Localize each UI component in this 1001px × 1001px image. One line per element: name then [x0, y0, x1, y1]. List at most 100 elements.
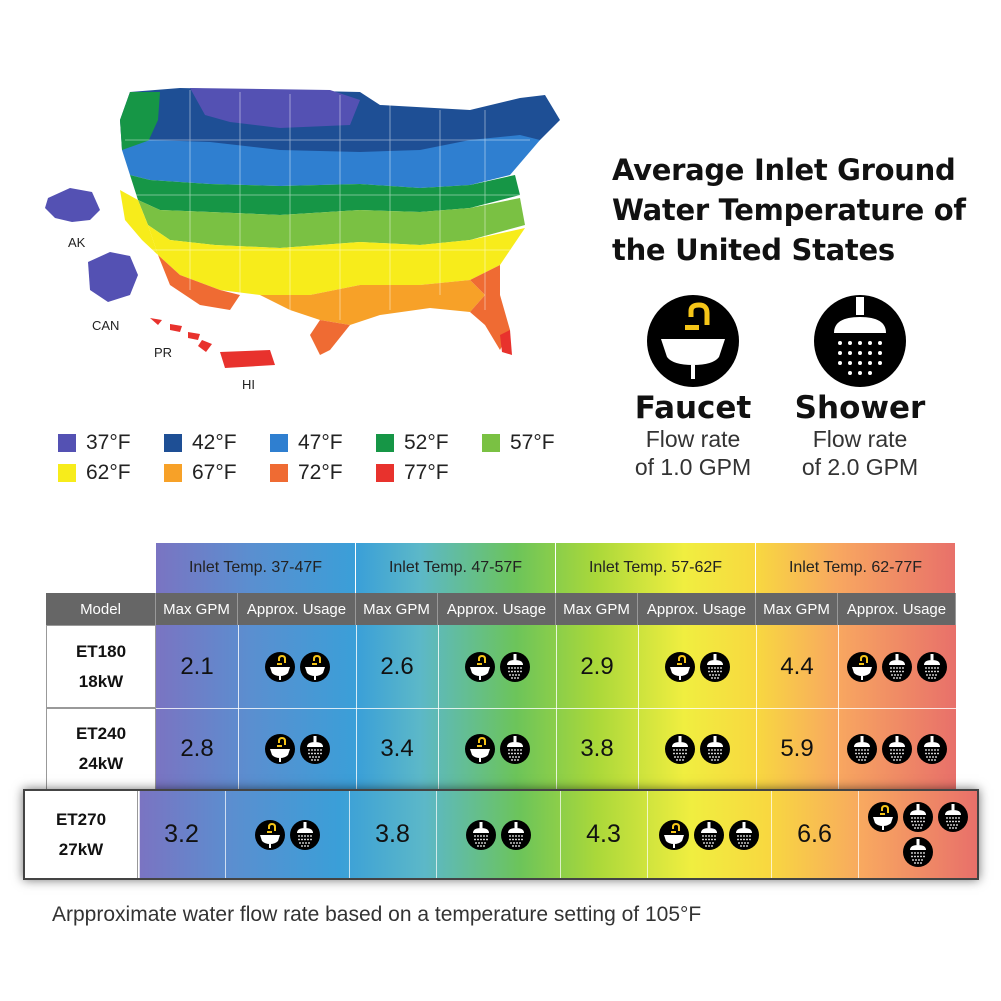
- faucet-sink-icon: [464, 734, 495, 764]
- model-cell-et180: ET180 18kW: [46, 625, 156, 708]
- shower-head-icon: [814, 295, 906, 387]
- legend-label: 52°F: [404, 431, 449, 454]
- faucet-sink-icon: [464, 651, 495, 682]
- shower-flow-line-1: Flow rate: [812, 426, 908, 452]
- model-power: 27kW: [58, 839, 104, 859]
- col-divider: [771, 791, 772, 878]
- shower-head-icon: [882, 651, 912, 682]
- faucet-sink-icon: [647, 295, 739, 387]
- map-label-pr: PR: [154, 345, 173, 360]
- shower-head-icon: [465, 819, 496, 850]
- col-divider: [858, 791, 859, 878]
- col-divider: [838, 625, 839, 790]
- shower-head-icon: [882, 734, 912, 764]
- faucet-sink-icon: [254, 819, 285, 850]
- legend-swatch: [376, 434, 394, 452]
- faucet-sink-icon: [264, 651, 295, 682]
- gpm-value: 4.3: [586, 820, 621, 848]
- shower-head-icon: [917, 651, 947, 682]
- legend-swatch: [58, 434, 76, 452]
- shower-head-icon: [699, 651, 730, 682]
- shower-head-icon: [847, 734, 877, 764]
- legend-swatch: [376, 464, 394, 482]
- legend-item: 67°F: [164, 461, 270, 485]
- max-gpm-header: Max GPM: [356, 593, 438, 625]
- usage-icons: [858, 791, 977, 878]
- legend-item: 57°F: [482, 431, 588, 455]
- legend-swatch: [270, 434, 288, 452]
- faucet-info: Faucet Flow rate of 1.0 GPM: [603, 295, 783, 481]
- usage-icons: [225, 791, 349, 878]
- legend-label: 77°F: [404, 461, 449, 484]
- model-cell-et240: ET240 24kW: [46, 708, 156, 790]
- col-divider: [436, 791, 437, 878]
- shower-head-icon: [694, 819, 724, 850]
- col-divider: [638, 625, 639, 790]
- usage-icons: [438, 625, 556, 708]
- legend-label: 47°F: [298, 431, 343, 454]
- temp-header: Inlet Temp. 37-47F: [156, 543, 356, 593]
- us-temperature-map: AK CAN PR HI: [30, 80, 590, 410]
- shower-head-icon: [289, 819, 320, 850]
- gpm-value: 6.6: [797, 820, 832, 848]
- gpm-value: 3.8: [580, 735, 614, 762]
- max-gpm-header: Max GPM: [156, 593, 238, 625]
- usage-header: Approx. Usage: [238, 593, 356, 625]
- shower-head-icon: [664, 734, 695, 764]
- page-title: Average Inlet Ground Water Temperature o…: [612, 150, 992, 270]
- gpm-value: 5.9: [780, 735, 814, 762]
- model-name: ET240: [75, 724, 127, 743]
- shower-head-icon: [499, 651, 530, 682]
- map-label-ak: AK: [68, 235, 86, 250]
- gpm-value: 3.4: [380, 735, 414, 762]
- map-label-can: CAN: [92, 318, 120, 333]
- legend-item: 77°F: [376, 461, 482, 485]
- col-divider: [560, 791, 561, 878]
- col-divider: [756, 625, 757, 790]
- faucet-flow-line-2: of 1.0 GPM: [634, 454, 752, 480]
- shower-head-icon: [499, 734, 530, 764]
- usage-icons: [238, 708, 356, 790]
- usage-icons: [638, 625, 756, 708]
- col-divider: [349, 791, 350, 878]
- shower-head-icon: [917, 734, 947, 764]
- model-name: ET180: [75, 641, 127, 661]
- shower-head-icon: [729, 819, 759, 850]
- col-divider: [356, 625, 357, 790]
- title-line-2: Water Temperature of: [612, 193, 966, 227]
- us-map-graphic: [45, 88, 560, 368]
- shower-name: Shower: [794, 390, 926, 426]
- shower-head-icon: [500, 819, 531, 850]
- max-gpm-header: Max GPM: [756, 593, 838, 625]
- faucet-flow-line-1: Flow rate: [645, 426, 741, 452]
- shower-head-icon: [937, 802, 968, 832]
- faucet-sink-icon: [299, 651, 330, 682]
- map-label-hi: HI: [242, 377, 255, 392]
- shower-head-icon: [699, 734, 730, 764]
- legend-label: 67°F: [192, 461, 237, 484]
- shower-head-icon: [902, 837, 933, 867]
- gpm-value: 3.2: [164, 820, 199, 848]
- usage-header: Approx. Usage: [638, 593, 756, 625]
- gpm-value: 2.8: [180, 735, 214, 762]
- usage-header: Approx. Usage: [838, 593, 956, 625]
- col-divider: [238, 625, 239, 790]
- model-power: 18kW: [78, 671, 124, 691]
- legend-item: 37°F: [58, 431, 164, 455]
- legend-swatch: [482, 434, 500, 452]
- title-line-3: the United States: [612, 233, 895, 267]
- title-line-1: Average Inlet Ground: [612, 153, 956, 187]
- legend-label: 57°F: [510, 431, 555, 454]
- shower-info: Shower Flow rate of 2.0 GPM: [770, 295, 950, 481]
- legend-row: 37°F 42°F 47°F 52°F 57°F: [58, 428, 598, 458]
- gpm-value: 2.6: [380, 652, 414, 680]
- usage-icons: [638, 708, 756, 790]
- col-divider: [438, 625, 439, 790]
- legend-swatch: [270, 464, 288, 482]
- legend-label: 72°F: [298, 461, 343, 484]
- usage-icons: [436, 791, 560, 878]
- temp-header: Inlet Temp. 47-57F: [356, 543, 556, 593]
- model-header: Model: [46, 593, 156, 625]
- shower-flow-line-2: of 2.0 GPM: [801, 454, 919, 480]
- shower-head-icon: [902, 802, 933, 832]
